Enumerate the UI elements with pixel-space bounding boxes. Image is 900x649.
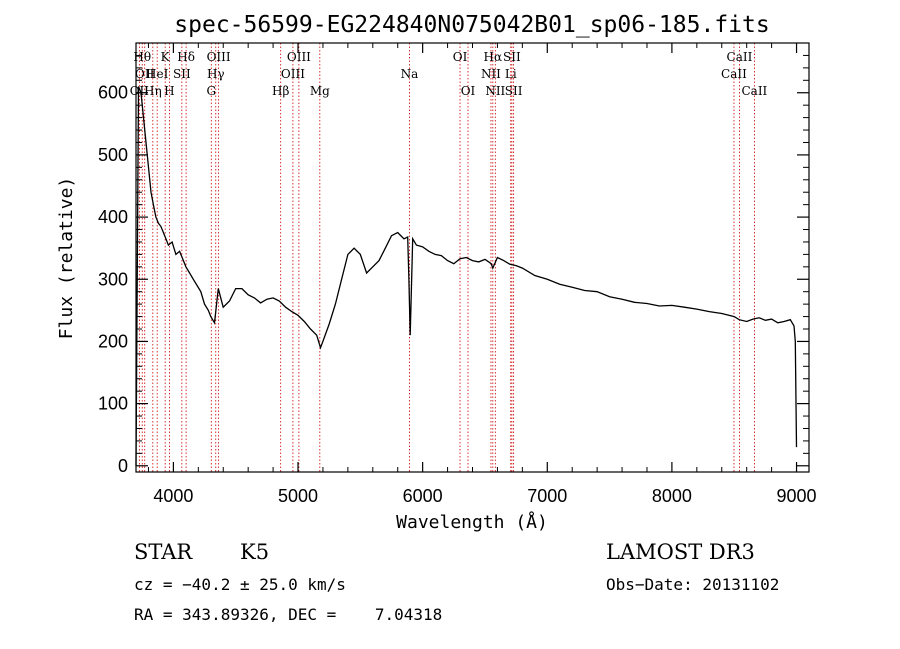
y-tick-label-0: 0	[118, 456, 128, 476]
object-subclass: K5	[240, 540, 269, 564]
y-tick-label-6: 600	[98, 83, 128, 103]
line-id-label-6: H	[164, 84, 174, 98]
spectral-line-labels: OIIHθOIIHηHeIKHSIIHδGHγOIIIHβOIIIOIIIMgN…	[130, 50, 768, 98]
line-id-label-27: CaII	[741, 84, 767, 98]
line-id-label-17: OI	[453, 50, 468, 64]
coordinates: RA = 343.89326, DEC = 7.04318	[134, 605, 442, 624]
plot-frame	[135, 42, 810, 473]
line-id-label-24: SII	[505, 84, 523, 98]
line-id-label-8: Hδ	[177, 50, 195, 64]
line-id-label-14: OIII	[287, 50, 311, 64]
line-id-label-1: Hθ	[133, 50, 151, 64]
line-id-label-0: OII	[130, 84, 150, 98]
x-tick-label-3: 7000	[527, 486, 567, 506]
line-id-label-7: SII	[173, 67, 191, 81]
spectrum-series-line	[135, 86, 798, 466]
line-id-label-16: Na	[401, 67, 419, 81]
redshift-info: cz = −40.2 ± 25.0 km/s	[134, 575, 346, 594]
line-id-label-19: NII	[481, 67, 501, 81]
line-id-label-9: G	[206, 84, 216, 98]
chart-title: spec-56599-EG224840N075042B01_sp06-185.f…	[174, 12, 769, 38]
y-tick-label-3: 300	[98, 269, 128, 289]
spectral-line-markers	[138, 43, 755, 472]
observation-date: Obs−Date: 20131102	[606, 575, 779, 594]
y-axis-ticks: 0 100 200 300 400 500 600	[98, 54, 809, 476]
line-id-label-23: SII	[503, 50, 521, 64]
x-axis-title: Wavelength (Å)	[396, 511, 548, 533]
y-axis-title: Flux (relative)	[56, 177, 77, 340]
line-id-label-15: Mg	[310, 84, 330, 98]
object-class: STAR	[134, 540, 193, 564]
line-id-label-3: Hη	[144, 84, 162, 98]
x-tick-label-4: 8000	[652, 486, 692, 506]
survey-name: LAMOST DR3	[606, 540, 755, 564]
line-id-label-18: OI	[461, 84, 476, 98]
line-id-label-12: Hβ	[272, 84, 289, 98]
y-tick-label-1: 100	[98, 394, 128, 414]
line-id-label-11: OIII	[207, 50, 231, 64]
line-id-label-22: Li	[505, 67, 517, 81]
y-tick-label-4: 400	[98, 207, 128, 227]
line-id-label-5: K	[161, 50, 171, 64]
x-tick-label-5: 9000	[777, 486, 817, 506]
line-id-label-20: Hα	[484, 50, 503, 64]
x-tick-label-0: 4000	[153, 486, 193, 506]
y-tick-label-5: 500	[98, 145, 128, 165]
line-id-label-25: CaII	[721, 67, 747, 81]
y-tick-label-2: 200	[98, 331, 128, 351]
line-id-label-26: CaII	[727, 50, 753, 64]
line-id-label-13: OIII	[281, 67, 305, 81]
x-tick-label-2: 6000	[403, 486, 443, 506]
line-id-label-10: Hγ	[207, 67, 225, 81]
line-id-label-2: OII	[135, 67, 155, 81]
x-tick-label-1: 5000	[278, 486, 318, 506]
x-axis-ticks: 4000 5000 6000 7000 8000 9000	[147, 43, 817, 506]
line-id-label-4: HeI	[146, 67, 169, 81]
line-id-label-21: NII	[485, 84, 505, 98]
